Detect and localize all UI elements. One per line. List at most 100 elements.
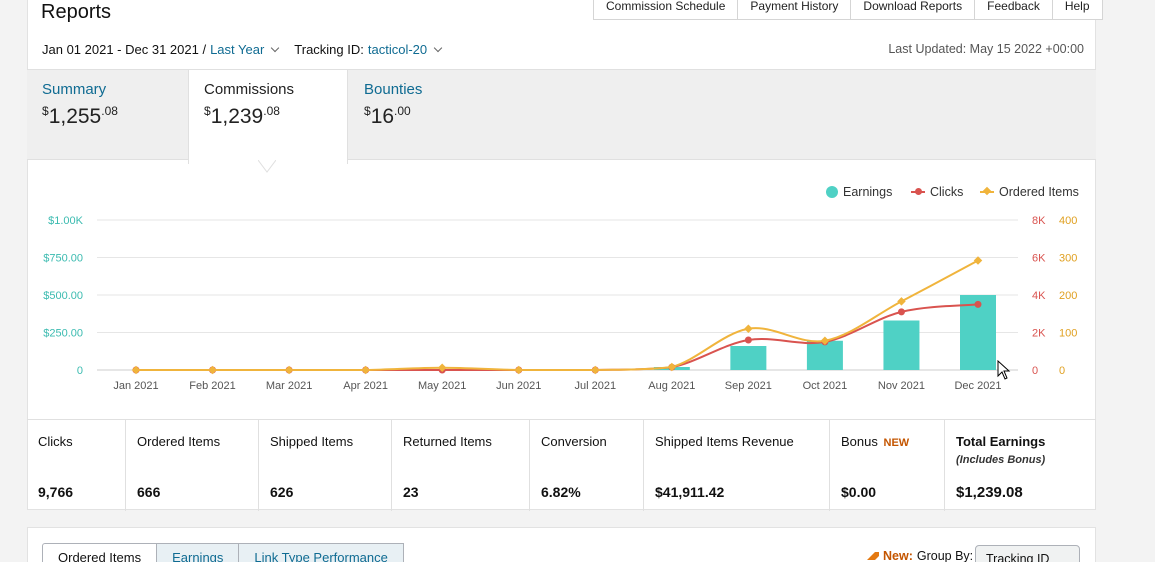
- point-ordered-items: [897, 297, 906, 306]
- legend-clicks[interactable]: Clicks: [911, 185, 963, 199]
- stat-label: Total Earnings: [956, 434, 1046, 449]
- rocket-icon: [867, 552, 879, 560]
- kpi-bar: Summary $1,255.08 Commissions $1,239.08 …: [27, 69, 1096, 164]
- stat-returned-items: Returned Items 23: [392, 420, 530, 511]
- tab-payment-history[interactable]: Payment History: [737, 0, 852, 20]
- date-range: Jan 01 2021 - Dec 31 2021 /: [42, 42, 207, 57]
- legend-label: Clicks: [930, 185, 964, 199]
- point-ordered-items: [667, 362, 677, 372]
- kpi-commissions[interactable]: Commissions $1,239.08: [188, 70, 348, 164]
- stat-shipped-items: Shipped Items 626: [259, 420, 392, 511]
- x-tick-label: Dec 2021: [954, 380, 1001, 392]
- details-tabs: Ordered Items Earnings Link Type Perform…: [42, 543, 404, 562]
- tab-ordered-items[interactable]: Ordered Items: [42, 543, 158, 562]
- kpi-label: Commissions: [204, 81, 295, 98]
- stat-value: 666: [137, 484, 161, 500]
- y-tick-ordered: 300: [1059, 253, 1077, 265]
- stat-value: $41,911.42: [655, 484, 725, 500]
- stat-value: $1,239.08: [956, 484, 1023, 501]
- tracking-id-dropdown[interactable]: tacticol-20: [367, 42, 428, 57]
- stat-bonus: Bonus NEW $0.00: [830, 420, 945, 511]
- y-tick-ordered: 200: [1059, 290, 1077, 302]
- tab-earnings[interactable]: Earnings: [156, 543, 240, 562]
- tab-download-reports[interactable]: Download Reports: [850, 0, 976, 20]
- point-ordered-items: [514, 365, 523, 375]
- x-tick-label: Jul 2021: [574, 380, 616, 392]
- stat-label: Shipped Items Revenue: [655, 434, 794, 449]
- new-label: New:: [883, 549, 913, 562]
- bar-earnings: [806, 340, 843, 370]
- point-clicks: [974, 300, 982, 308]
- x-tick-label: May 2021: [418, 380, 466, 392]
- point-clicks: [897, 308, 905, 316]
- stat-value: 9,766: [38, 484, 74, 500]
- earnings-chart: 0 0 0 $250.00 2K 100 $500.00 4K 200 $750.00 6K 300 $…: [43, 215, 1077, 392]
- x-tick-label: Jan 2021: [113, 380, 158, 392]
- point-ordered-items: [591, 365, 600, 375]
- legend-label: Ordered Items: [999, 185, 1079, 199]
- x-tick-label: Mar 2021: [266, 380, 312, 392]
- stat-value: 6.82%: [541, 484, 581, 500]
- y-tick-clicks: 4K: [1032, 290, 1046, 302]
- y-tick-left: 0: [77, 365, 83, 377]
- mouse-cursor-icon: [997, 360, 1011, 380]
- tab-feedback[interactable]: Feedback: [974, 0, 1053, 20]
- group-by-label: Group By:: [916, 549, 974, 562]
- kpi-amount: $1,239.08: [204, 104, 280, 128]
- point-ordered-items: [744, 324, 753, 333]
- x-tick-label: Jun 2021: [496, 380, 541, 392]
- legend-ordered-items[interactable]: Ordered Items: [980, 185, 1079, 199]
- kpi-bounties[interactable]: Bounties $16.00: [349, 70, 509, 161]
- kpi-amount: $16.00: [364, 104, 411, 128]
- filter-bar: Jan 01 2021 - Dec 31 2021 / Last Year Tr…: [42, 42, 445, 57]
- point-ordered-items: [820, 336, 830, 345]
- point-ordered-items: [437, 363, 447, 372]
- stat-label: Clicks: [38, 434, 73, 449]
- y-tick-clicks: 8K: [1032, 215, 1046, 227]
- bar-earnings: [883, 320, 920, 370]
- date-preset-dropdown[interactable]: Last Year: [210, 42, 265, 57]
- stat-conversion: Conversion 6.82%: [530, 420, 644, 511]
- kpi-amount: $1,255.08: [42, 104, 118, 128]
- kpi-label: Summary: [42, 81, 107, 98]
- group-by: New: Group By:: [866, 549, 973, 562]
- point-ordered-items: [361, 365, 370, 375]
- tab-commission-schedule[interactable]: Commission Schedule: [593, 0, 739, 20]
- stat-value: $0.00: [841, 484, 877, 500]
- stat-label: Returned Items: [403, 434, 492, 449]
- y-tick-ordered: 400: [1059, 215, 1077, 227]
- tab-link-type-performance[interactable]: Link Type Performance: [238, 543, 404, 562]
- stat-label: Conversion: [541, 434, 607, 449]
- stat-clicks: Clicks 9,766: [27, 420, 126, 511]
- point-ordered-items: [131, 365, 141, 375]
- kpi-summary[interactable]: Summary $1,255.08: [27, 70, 189, 161]
- x-tick-label: Sep 2021: [725, 380, 772, 392]
- legend-label: Earnings: [843, 185, 893, 199]
- x-tick-label: Nov 2021: [878, 380, 925, 392]
- stat-value: 626: [270, 484, 294, 500]
- new-badge: NEW: [883, 437, 910, 449]
- x-tick-label: Apr 2021: [343, 380, 388, 392]
- tracking-label: Tracking ID:: [294, 42, 364, 57]
- y-tick-clicks: 6K: [1032, 253, 1046, 265]
- stat-label: Ordered Items: [137, 434, 221, 449]
- stat-ordered-items: Ordered Items 666: [126, 420, 259, 511]
- y-tick-clicks: 2K: [1032, 328, 1046, 340]
- kpi-label: Bounties: [364, 81, 423, 98]
- active-tab-pointer: [258, 160, 276, 173]
- tab-help[interactable]: Help: [1051, 0, 1103, 20]
- stat-label: Bonus NEW: [841, 434, 910, 449]
- y-tick-clicks: 0: [1032, 365, 1038, 377]
- top-nav-tabs: Commission Schedule Payment History Down…: [593, 0, 1103, 22]
- point-clicks: [744, 336, 752, 344]
- last-updated: Last Updated: May 15 2022 +00:00: [888, 42, 1084, 56]
- y-tick-ordered: 0: [1059, 365, 1065, 377]
- stat-value: 23: [403, 484, 419, 500]
- ordered-swatch-icon: [980, 186, 994, 196]
- group-by-select[interactable]: Tracking ID: [975, 545, 1080, 562]
- y-tick-left: $1.00K: [48, 215, 84, 227]
- point-ordered-items: [284, 365, 294, 375]
- legend-earnings[interactable]: Earnings: [826, 185, 892, 199]
- stat-total-earnings: Total Earnings (Includes Bonus) $1,239.0…: [945, 420, 1096, 511]
- earnings-swatch-icon: [826, 186, 838, 198]
